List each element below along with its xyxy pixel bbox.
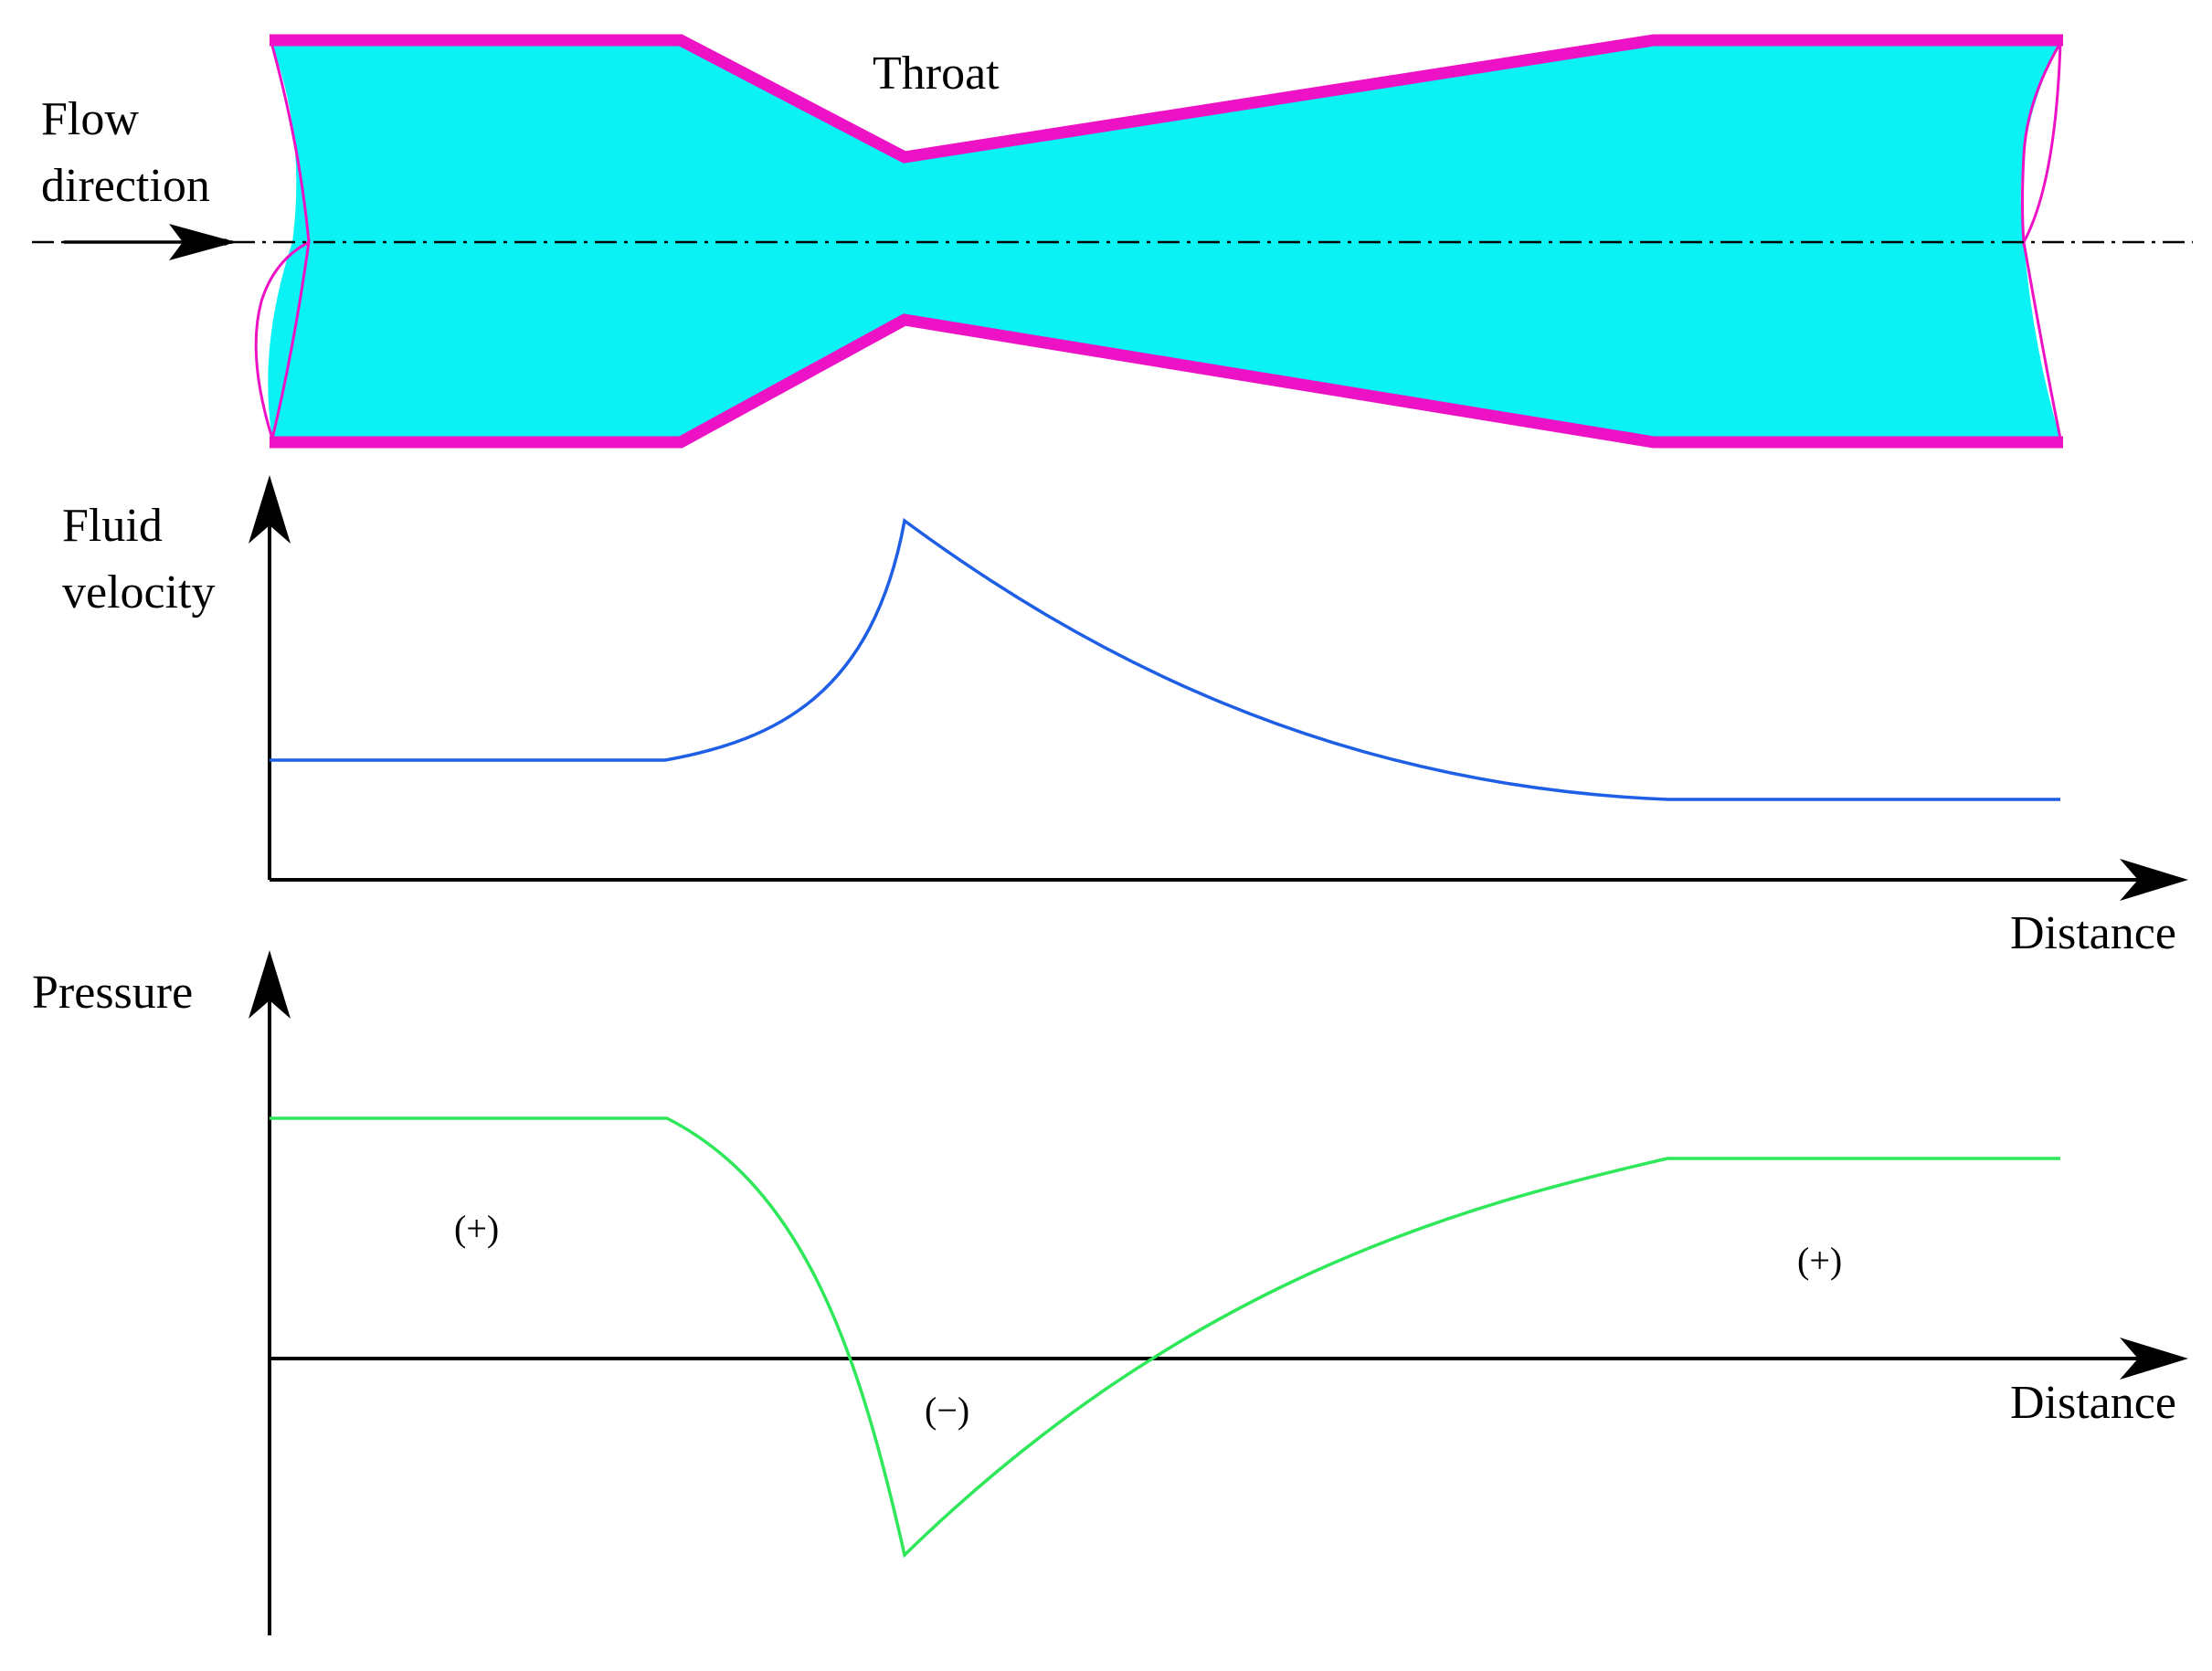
- region-throat-sign: (−): [925, 1390, 969, 1431]
- pipe-wall-bottom: [270, 313, 2063, 449]
- region-outlet-sign: (+): [1797, 1240, 1842, 1281]
- flow-direction-label-line2: direction: [41, 160, 210, 212]
- pressure-curve: [270, 1116, 2060, 1559]
- velocity-axis-label-line1: Fluid: [62, 500, 163, 552]
- velocity-curve: [270, 517, 2060, 801]
- velocity-y-axis-arrow-icon: [249, 475, 291, 544]
- pressure-chart: Pressure Distance (+) (−) (+): [32, 950, 2188, 1635]
- velocity-x-axis-label: Distance: [2010, 907, 2176, 959]
- flow-arrow-head-icon: [169, 224, 236, 260]
- region-inlet-sign: (+): [454, 1208, 499, 1249]
- flow-direction-label-line1: Flow: [41, 93, 139, 145]
- pressure-x-axis-label: Distance: [2010, 1377, 2176, 1429]
- pressure-y-axis-arrow-icon: [249, 950, 291, 1019]
- throat-label: Throat: [873, 48, 1000, 100]
- outlet-profile-upper: [2021, 42, 2062, 248]
- outlet-profile-lower: [2022, 241, 2062, 439]
- velocity-x-axis-arrow-icon: [2120, 859, 2188, 901]
- pipe-wall-top: [270, 34, 2063, 164]
- inlet-profile-lower: [254, 239, 311, 439]
- velocity-axis-label-line2: velocity: [62, 566, 216, 619]
- pressure-x-axis-arrow-icon: [2120, 1338, 2188, 1380]
- inlet-profile-upper: [270, 45, 311, 243]
- fluid-region: [268, 43, 2060, 439]
- velocity-chart: Fluid velocity Distance: [62, 475, 2188, 959]
- pressure-axis-label: Pressure: [32, 967, 193, 1019]
- venturi-tube: Flow direction Throat: [32, 34, 2193, 449]
